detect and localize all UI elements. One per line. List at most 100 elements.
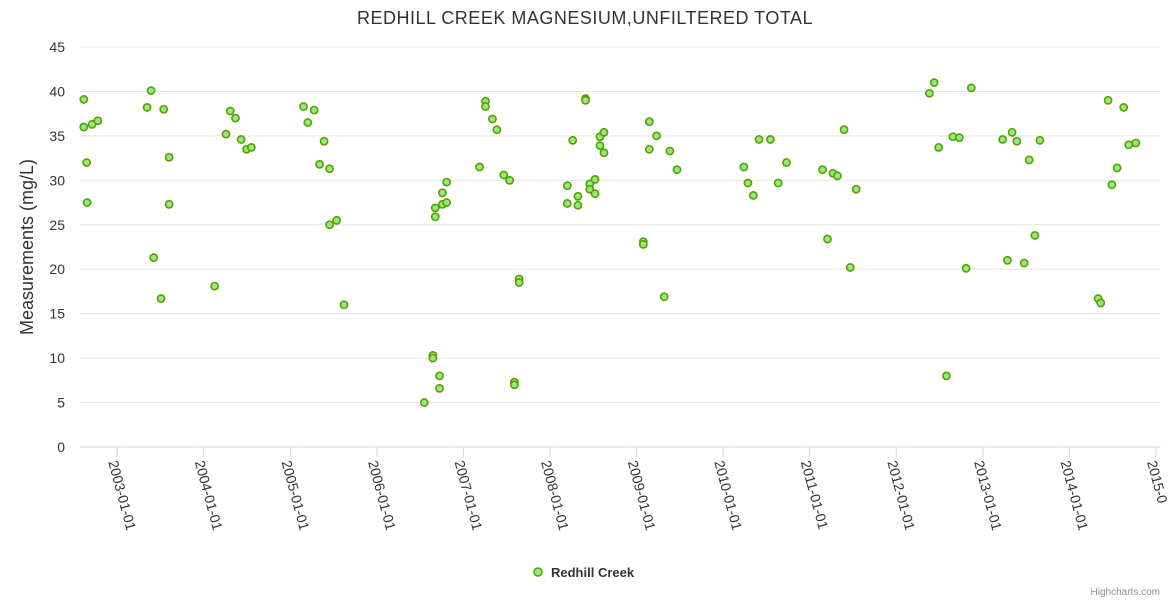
data-point[interactable] [1035, 135, 1045, 145]
data-point[interactable] [599, 127, 609, 137]
data-point[interactable] [79, 122, 89, 132]
data-point[interactable] [1103, 95, 1113, 105]
data-point[interactable] [492, 125, 502, 135]
data-point[interactable] [590, 175, 600, 184]
data-point[interactable] [839, 125, 849, 135]
data-point[interactable] [934, 143, 944, 152]
data-point[interactable] [562, 199, 572, 208]
data-point[interactable] [595, 141, 605, 151]
data-point[interactable] [638, 239, 648, 249]
data-point[interactable] [652, 131, 662, 141]
credits[interactable]: Highcharts.com [1091, 587, 1160, 598]
data-point[interactable] [499, 170, 509, 180]
data-point[interactable] [961, 263, 971, 273]
data-point[interactable] [487, 114, 497, 124]
data-point[interactable] [672, 165, 682, 175]
data-point[interactable] [1019, 258, 1029, 268]
data-point[interactable] [442, 198, 452, 207]
data-point[interactable] [1012, 136, 1022, 146]
data-point[interactable] [164, 199, 174, 209]
legend[interactable]: Redhill Creek [533, 565, 635, 580]
data-point[interactable] [765, 135, 775, 144]
data-point[interactable] [430, 212, 440, 222]
data-point[interactable] [142, 103, 152, 112]
data-point[interactable] [435, 383, 444, 393]
data-point[interactable] [743, 178, 753, 188]
data-point[interactable] [954, 133, 964, 143]
data-point[interactable] [739, 162, 749, 172]
data-point[interactable] [1007, 127, 1017, 137]
data-point[interactable] [236, 135, 246, 144]
data-point[interactable] [419, 398, 429, 407]
data-point[interactable] [644, 144, 654, 154]
data-point[interactable] [481, 102, 490, 111]
data-point[interactable] [428, 353, 438, 363]
data-point[interactable] [514, 278, 524, 287]
data-point[interactable] [573, 200, 583, 210]
data-point[interactable] [156, 294, 166, 303]
legend-item-redhill-creek[interactable]: Redhill Creek [551, 565, 635, 580]
data-point[interactable] [442, 177, 452, 187]
data-point[interactable] [573, 191, 583, 201]
data-point[interactable] [246, 143, 256, 152]
data-point[interactable] [1030, 231, 1040, 240]
data-point[interactable] [1002, 255, 1012, 265]
data-point[interactable] [942, 371, 951, 381]
data-point[interactable] [1096, 298, 1106, 308]
data-point[interactable] [568, 135, 578, 145]
data-point[interactable] [79, 95, 89, 104]
data-point[interactable] [851, 184, 861, 194]
data-point[interactable] [299, 102, 308, 111]
data-point[interactable] [332, 215, 342, 225]
data-point[interactable] [1131, 138, 1141, 148]
data-point[interactable] [665, 146, 675, 156]
data-point[interactable] [435, 371, 444, 381]
data-point[interactable] [1107, 180, 1117, 190]
data-point[interactable] [929, 78, 939, 87]
data-point[interactable] [82, 198, 92, 207]
data-point[interactable] [309, 105, 319, 115]
data-point[interactable] [754, 135, 764, 144]
data-point[interactable] [164, 152, 174, 162]
data-point[interactable] [1119, 103, 1129, 112]
data-point[interactable] [210, 281, 220, 291]
data-point[interactable] [221, 129, 231, 139]
data-point[interactable] [845, 263, 855, 272]
data-point[interactable] [315, 159, 325, 169]
data-point[interactable] [437, 188, 447, 198]
data-point[interactable] [339, 300, 349, 310]
series-points[interactable] [79, 78, 1141, 407]
data-point[interactable] [925, 88, 934, 98]
data-point[interactable] [581, 95, 590, 105]
data-point[interactable] [823, 234, 832, 244]
data-point[interactable] [748, 191, 758, 200]
data-point[interactable] [303, 118, 313, 127]
data-point[interactable] [1024, 155, 1034, 165]
data-point[interactable] [644, 117, 654, 127]
data-point[interactable] [149, 253, 159, 263]
data-point[interactable] [82, 158, 92, 167]
data-point[interactable] [231, 113, 240, 123]
data-point[interactable] [319, 136, 329, 146]
data-point[interactable] [966, 83, 976, 93]
data-point[interactable] [93, 116, 103, 126]
data-point[interactable] [562, 181, 572, 191]
data-point[interactable] [430, 203, 440, 213]
data-point[interactable] [782, 158, 791, 167]
data-point[interactable] [998, 135, 1008, 144]
data-point[interactable] [510, 380, 519, 390]
data-point[interactable] [659, 292, 669, 302]
data-point[interactable] [590, 189, 600, 199]
data-point[interactable] [818, 165, 827, 175]
data-point[interactable] [225, 106, 235, 116]
data-point[interactable] [325, 164, 334, 174]
data-point[interactable] [505, 175, 515, 185]
data-point[interactable] [833, 171, 842, 181]
data-point[interactable] [599, 148, 609, 158]
data-point[interactable] [1112, 163, 1122, 173]
data-point[interactable] [159, 104, 169, 114]
data-point[interactable] [773, 178, 783, 188]
data-point[interactable] [1124, 140, 1134, 150]
data-point[interactable] [475, 162, 484, 172]
data-point[interactable] [146, 86, 156, 95]
